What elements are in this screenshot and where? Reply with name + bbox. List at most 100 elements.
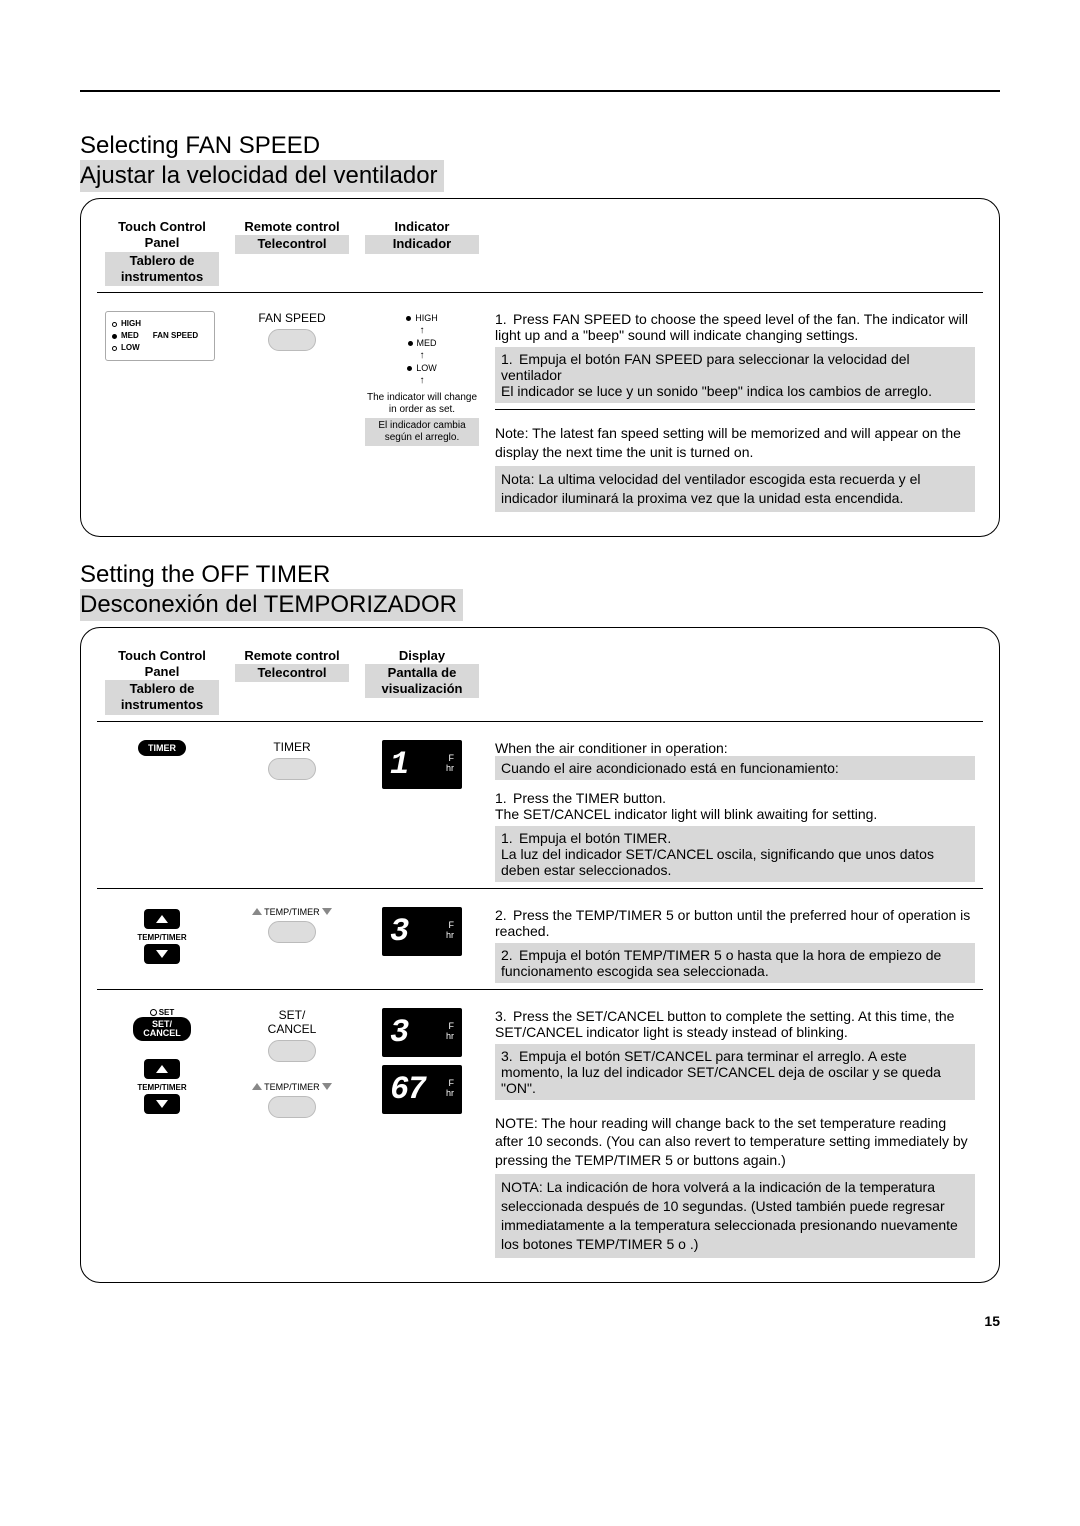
remote-setcancel-label: SET/ CANCEL: [235, 1008, 349, 1036]
s2r2-remote: TEMP/TIMER: [227, 901, 357, 990]
s2r1-intro-es: Cuando el aire acondicionado está en fun…: [495, 756, 975, 780]
display-67: 67 Fhr: [382, 1065, 462, 1114]
tc-med: MED: [121, 330, 139, 342]
s2r1-desc: When the air conditioner in operation: C…: [487, 734, 983, 889]
s1-h-col2-es: Telecontrol: [235, 235, 349, 253]
temp-up-button: [144, 1059, 180, 1079]
section1-title-en: Selecting FAN SPEED: [80, 132, 1000, 160]
display-3-f: F: [449, 920, 455, 930]
remote-setcancel-button: [268, 1040, 316, 1062]
s2r3-display: 3 Fhr 67 Fhr: [357, 1002, 487, 1264]
s2r1-step-es: Empuja el botón TIMER. La luz del indica…: [501, 830, 934, 878]
s1-step1-en: Press FAN SPEED to choose the speed leve…: [495, 311, 968, 343]
s1-note-es: Nota: La ultima velocidad del ventilador…: [495, 466, 975, 512]
s1-h-col1-en: Touch Control Panel: [118, 219, 206, 250]
s2r3-step-en: Press the SET/CANCEL button to complete …: [495, 1008, 954, 1040]
remote-up-icon: [252, 1083, 262, 1090]
s2-h-col1-en: Touch Control Panel: [118, 648, 206, 679]
section2-title: Setting the OFF TIMER Desconexión del TE…: [80, 561, 1000, 621]
ind-note-en: The indicator will change in order as se…: [365, 392, 479, 416]
s1-h-col2-en: Remote control: [244, 219, 339, 234]
arrow-up-icon: ↑: [365, 350, 479, 361]
display-3b: 3 Fhr: [382, 1008, 462, 1057]
s2-h-col2: Remote control Telecontrol: [227, 642, 357, 722]
tc-low: LOW: [121, 342, 140, 354]
s1-touch-cell: HIGH MED FAN SPEED LOW: [97, 305, 227, 518]
ind-note-es: El indicador cambia según el arreglo.: [365, 418, 479, 446]
remote-temptimer-button: [268, 921, 316, 943]
s2-h-col2-es: Telecontrol: [235, 664, 349, 682]
ind-med: MED: [417, 338, 437, 348]
tc-high: HIGH: [121, 318, 141, 330]
section2-title-es: Desconexión del TEMPORIZADOR: [80, 589, 463, 621]
top-rule: [80, 90, 1000, 92]
s2r3-note-en: NOTE: The hour reading will change back …: [495, 1114, 975, 1171]
s2r1-intro-en: When the air conditioner in operation:: [495, 740, 975, 756]
display-67-f: F: [449, 1078, 455, 1088]
remote-temptimer-label: TEMP/TIMER: [264, 907, 320, 917]
s1-h-col3-en: Indicator: [395, 219, 450, 234]
display-3b-hr: hr: [446, 1031, 454, 1041]
remote-timer-label: TIMER: [235, 740, 349, 754]
remote-down-icon: [322, 1083, 332, 1090]
section1-title-es: Ajustar la velocidad del ventilador: [80, 160, 444, 192]
s2r1-touch: TIMER: [97, 734, 227, 889]
s2r3-note-es: NOTA: La indicación de hora volverá a la…: [495, 1174, 975, 1258]
arrow-up-icon: ↑: [365, 375, 479, 386]
s2r2-touch: TEMP/TIMER: [97, 901, 227, 990]
touch-panel-fanspeed: HIGH MED FAN SPEED LOW: [105, 311, 215, 361]
page-number: 15: [80, 1313, 1000, 1329]
s2r3-desc: 3.Press the SET/CANCEL button to complet…: [487, 1002, 983, 1264]
s1-desc-cell: 1.Press FAN SPEED to choose the speed le…: [487, 305, 983, 518]
s1-note-en: Note: The latest fan speed setting will …: [495, 424, 975, 462]
ind-low: LOW: [416, 363, 437, 373]
section1-title: Selecting FAN SPEED Ajustar la velocidad…: [80, 132, 1000, 192]
s2r2-desc: 2.Press the TEMP/TIMER 5 or button until…: [487, 901, 983, 990]
section1-panel: Touch Control Panel Tablero de instrumen…: [80, 198, 1000, 537]
setcancel-button: SET/ CANCEL: [133, 1017, 191, 1041]
temp-up-button: [144, 909, 180, 929]
tc-fanspeed: FAN SPEED: [153, 330, 198, 342]
s2-h-col3: Display Pantalla de visualización: [357, 642, 487, 722]
s2r2-step-en: Press the TEMP/TIMER 5 or button until t…: [495, 907, 970, 939]
s2-h-col3-en: Display: [399, 648, 445, 663]
remote-timer-button: [268, 758, 316, 780]
s1-h-col2: Remote control Telecontrol: [227, 213, 357, 293]
remote-fanspeed-button: [268, 329, 316, 351]
display-3-hr: hr: [446, 930, 454, 940]
temp-down-button: [144, 1094, 180, 1114]
display-1-hr: hr: [446, 763, 454, 773]
timer-button: TIMER: [138, 740, 186, 756]
s1-h-desc: [487, 213, 983, 293]
s2-h-desc: [487, 642, 983, 722]
ind-high: HIGH: [415, 313, 438, 323]
display-1-f: F: [449, 753, 455, 763]
display-3b-digit: 3: [390, 1014, 407, 1051]
s2r2-step-es: Empuja el botón TEMP/TIMER 5 o hasta que…: [501, 947, 941, 979]
display-3: 3 Fhr: [382, 907, 462, 956]
s2r1-display: 1 Fhr: [357, 734, 487, 889]
display-1: 1 Fhr: [382, 740, 462, 789]
s2-h-col1-es: Tablero de instrumentos: [105, 680, 219, 715]
s1-step1-es: Empuja el botón FAN SPEED para seleccion…: [501, 351, 932, 399]
s2-h-col1: Touch Control Panel Tablero de instrumen…: [97, 642, 227, 722]
section2-panel: Touch Control Panel Tablero de instrumen…: [80, 627, 1000, 1283]
remote-up-icon: [252, 908, 262, 915]
set-label: SET: [159, 1008, 175, 1017]
temptimer-label: TEMP/TIMER: [137, 933, 186, 942]
s1-h-col1-es: Tablero de instrumentos: [105, 252, 219, 287]
s2r3-touch: SET SET/ CANCEL TEMP/TIMER: [97, 1002, 227, 1264]
s2r3-remote: SET/ CANCEL TEMP/TIMER: [227, 1002, 357, 1264]
s2-h-col3-es: Pantalla de visualización: [365, 664, 479, 699]
display-3-digit: 3: [390, 913, 407, 950]
display-1-digit: 1: [390, 746, 407, 783]
s1-h-col3: Indicator Indicador: [357, 213, 487, 293]
s1-h-col3-es: Indicador: [365, 235, 479, 253]
s1-remote-cell: FAN SPEED: [227, 305, 357, 518]
arrow-up-icon: ↑: [365, 325, 479, 336]
s2-h-col2-en: Remote control: [244, 648, 339, 663]
s2r2-display: 3 Fhr: [357, 901, 487, 990]
temp-down-button: [144, 944, 180, 964]
temptimer-label-2: TEMP/TIMER: [137, 1083, 186, 1092]
s2r1-step-en: Press the TIMER button. The SET/CANCEL i…: [495, 790, 877, 822]
